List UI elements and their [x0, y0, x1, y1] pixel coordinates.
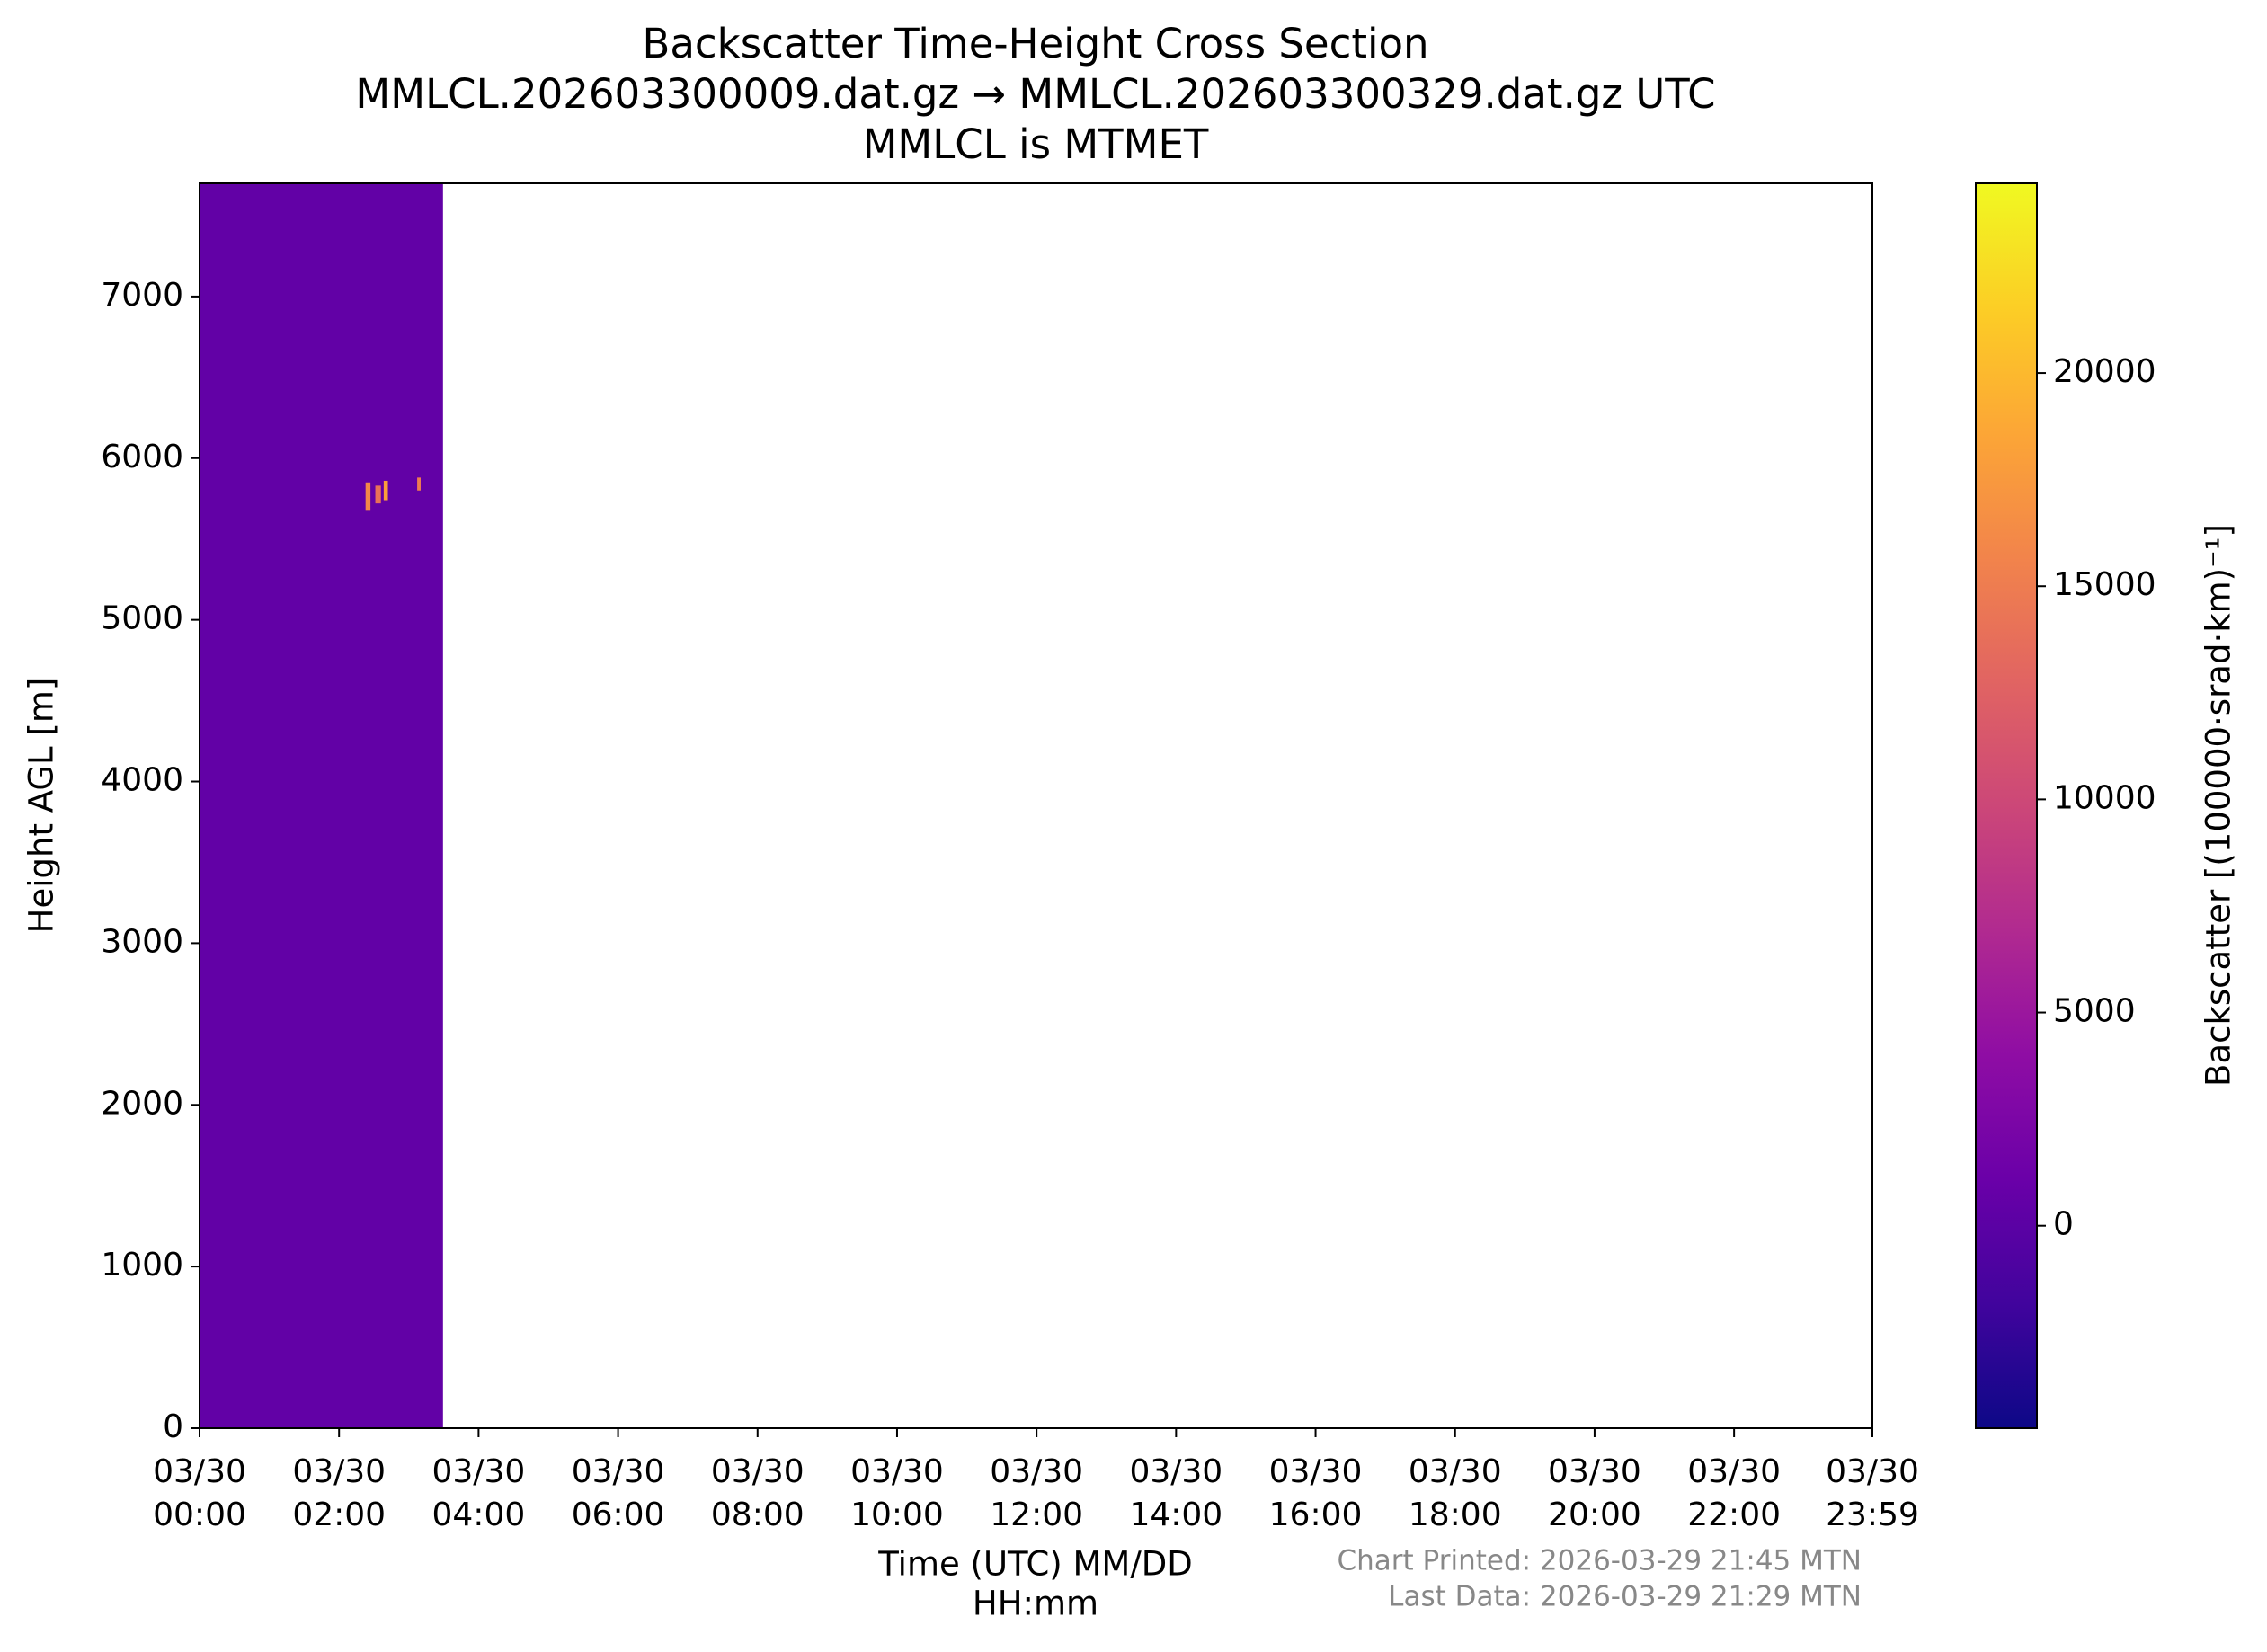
x-tick-label: 03/30 22:00 — [1687, 1453, 1781, 1533]
y-tick-label: 3000 — [101, 923, 183, 960]
y-axis-label: Height AGL [m] — [22, 678, 61, 934]
chart-subtitle: MMLCL.202603300009.dat.gz → MMLCL.202603… — [355, 70, 1715, 118]
x-tick-label: 03/30 08:00 — [711, 1453, 805, 1533]
chart-title: Backscatter Time-Height Cross Section — [642, 20, 1428, 67]
colorbar — [1975, 182, 2038, 1429]
y-tick-label: 0 — [163, 1408, 183, 1445]
colorbar-label: Backscatter [(100000·srad·km)⁻¹] — [2200, 524, 2238, 1087]
heatmap-cell — [383, 480, 388, 501]
x-tick-label: 03/30 12:00 — [990, 1453, 1083, 1533]
colorbar-tick-label: 10000 — [2053, 779, 2156, 816]
plot-frame — [199, 182, 1873, 1429]
x-tick-label: 03/30 20:00 — [1548, 1453, 1641, 1533]
y-tick-label: 1000 — [101, 1247, 183, 1283]
y-tick-label: 2000 — [101, 1085, 183, 1122]
colorbar-tick-label: 0 — [2053, 1206, 2074, 1243]
x-tick-label: 03/30 00:00 — [153, 1453, 246, 1533]
heatmap-cell — [417, 477, 421, 491]
y-tick-label: 7000 — [101, 277, 183, 314]
x-tick-label: 03/30 02:00 — [292, 1453, 386, 1533]
footnote: Chart Printed: 2026-03-29 21:45 MTN — [1338, 1545, 1862, 1577]
colorbar-tick-label: 5000 — [2053, 993, 2136, 1030]
heatmap-cell — [365, 482, 371, 511]
y-tick-label: 4000 — [101, 762, 183, 799]
x-axis-label: HH:mm — [973, 1585, 1098, 1623]
x-tick-label: 03/30 10:00 — [850, 1453, 944, 1533]
y-tick-label: 6000 — [101, 439, 183, 475]
x-tick-label: 03/30 14:00 — [1129, 1453, 1222, 1533]
colorbar-tick-label: 20000 — [2053, 353, 2156, 390]
colorbar-tick-label: 15000 — [2053, 566, 2156, 603]
heatmap-cell — [200, 183, 443, 1428]
x-tick-label: 03/30 06:00 — [572, 1453, 665, 1533]
x-axis-label: Time (UTC) MM/DD — [877, 1545, 1193, 1584]
footnote: Last Data: 2026-03-29 21:29 MTN — [1388, 1581, 1862, 1613]
x-tick-label: 03/30 16:00 — [1269, 1453, 1363, 1533]
x-tick-label: 03/30 18:00 — [1409, 1453, 1502, 1533]
x-tick-label: 03/30 04:00 — [432, 1453, 526, 1533]
chart-subtitle: MMLCL is MTMET — [863, 120, 1209, 168]
y-tick-label: 5000 — [101, 600, 183, 637]
heatmap-cell — [375, 485, 381, 504]
x-tick-label: 03/30 23:59 — [1826, 1453, 1919, 1533]
